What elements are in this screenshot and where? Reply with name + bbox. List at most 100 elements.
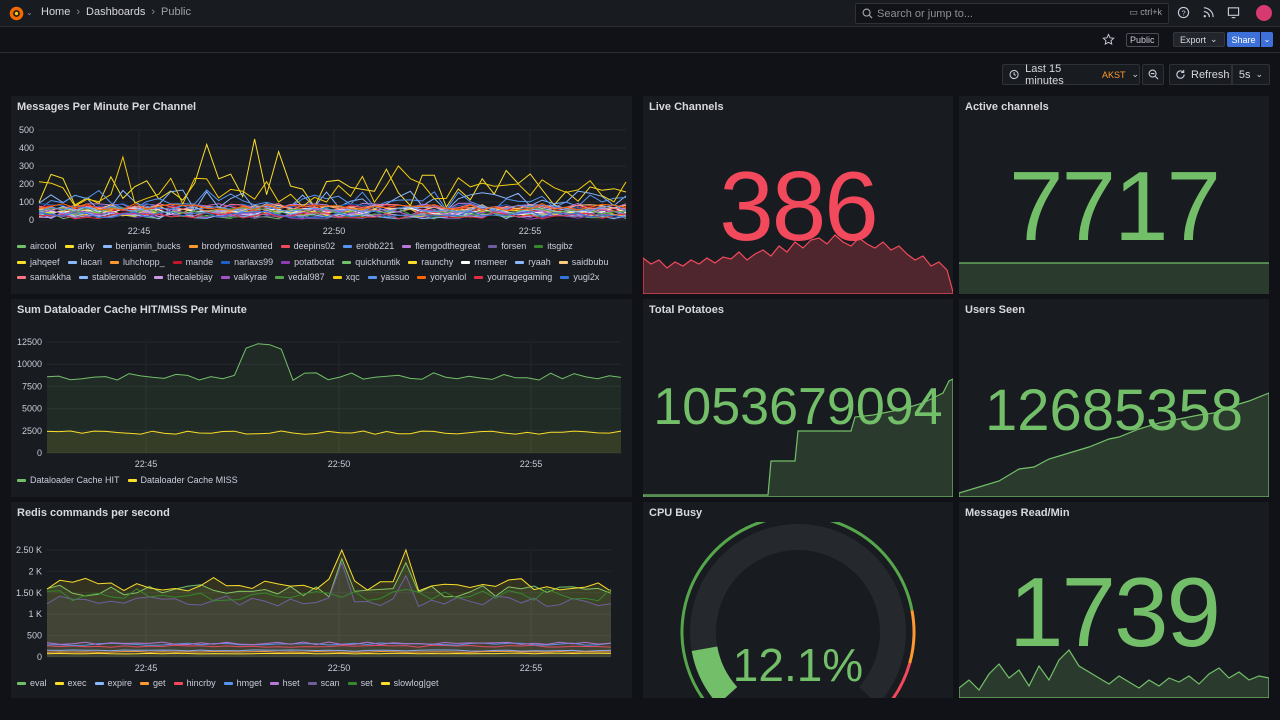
legend-item[interactable]: yoryanlol: [417, 270, 466, 286]
legend-item[interactable]: potatbotat: [281, 255, 334, 271]
legend-item[interactable]: xqc: [332, 270, 360, 286]
legend-item[interactable]: valkyrae: [220, 270, 267, 286]
panel-live-channels[interactable]: Live Channels 386: [643, 96, 953, 294]
legend-item[interactable]: hmget: [223, 676, 262, 692]
news-icon[interactable]: [1202, 6, 1215, 19]
display-icon[interactable]: [1227, 6, 1240, 19]
breadcrumb-home[interactable]: Home: [41, 6, 71, 18]
share-button[interactable]: Share: [1227, 32, 1260, 47]
time-range-picker[interactable]: Last 15 minutes AKST ⌄: [1002, 63, 1140, 87]
legend-item[interactable]: rnsmeer: [461, 255, 507, 271]
legend-item[interactable]: yassuo: [367, 270, 409, 286]
legend-item[interactable]: set: [347, 676, 373, 692]
y-tick-label: 1 K: [28, 609, 42, 619]
legend-item[interactable]: deepins02: [280, 239, 335, 255]
share-label: Share: [1231, 34, 1256, 45]
legend-item[interactable]: thecalebjay: [154, 270, 213, 286]
legend-item[interactable]: flemgodthegreat: [402, 239, 480, 255]
refresh-interval-picker[interactable]: 5s ⌄: [1232, 64, 1270, 85]
x-tick-label: 22:55: [520, 459, 543, 469]
panel-cpu-busy[interactable]: CPU Busy 12.1%: [643, 502, 953, 698]
export-button[interactable]: Export ⌄: [1173, 32, 1225, 47]
series-line[interactable]: [46, 588, 612, 602]
legend-item[interactable]: lacari: [67, 255, 102, 271]
y-tick-label: 1.50 K: [16, 588, 42, 598]
legend-item[interactable]: yourragegaming: [474, 270, 552, 286]
legend-item[interactable]: itsgibz: [534, 239, 573, 255]
legend-item[interactable]: quickhuntik: [342, 255, 400, 271]
legend-item[interactable]: luhchopp_: [110, 255, 165, 271]
panel-total-potatoes[interactable]: Total Potatoes 1053679094: [643, 299, 953, 497]
legend-item[interactable]: scan: [307, 676, 340, 692]
help-icon[interactable]: ?: [1177, 6, 1190, 19]
legend-item[interactable]: benjamin_bucks: [102, 239, 181, 255]
panel-redis-commands[interactable]: Redis commands per second 2.50 K 2 K 1.50 …: [11, 502, 632, 698]
legend-item[interactable]: erobb221: [343, 239, 394, 255]
refresh-button[interactable]: Refresh: [1169, 64, 1232, 85]
series-line[interactable]: [46, 641, 612, 646]
series-line[interactable]: [46, 430, 622, 435]
legend-item[interactable]: vedal987: [275, 270, 325, 286]
legend-item[interactable]: hincrby: [173, 676, 216, 692]
legend-item[interactable]: saidbubu: [558, 255, 608, 271]
zoom-out-button[interactable]: [1142, 64, 1164, 85]
series-line[interactable]: [38, 138, 627, 209]
legend-item[interactable]: slowlog|get: [380, 676, 439, 692]
cpu-busy-gauge: [680, 522, 916, 698]
grafana-logo-icon[interactable]: [8, 5, 25, 22]
legend-item[interactable]: Dataloader Cache HIT: [17, 473, 120, 489]
legend-item[interactable]: forsen: [488, 239, 526, 255]
panel-messages-per-minute[interactable]: Messages Per Minute Per Channel 500 400 30…: [11, 96, 632, 294]
legend-swatch: [220, 276, 230, 280]
dataloader-timeseries-chart[interactable]: 12500 10000 7500 5000 2500 0 22:45 22:50 22:55: [11, 329, 632, 473]
series-line[interactable]: [46, 650, 611, 653]
series-line[interactable]: [38, 202, 627, 212]
legend-item[interactable]: samukkha: [17, 270, 71, 286]
legend-item[interactable]: Dataloader Cache MISS: [127, 473, 238, 489]
legend-item[interactable]: yugi2x: [560, 270, 599, 286]
legend-item[interactable]: expire: [94, 676, 132, 692]
panel-messages-read[interactable]: Messages Read/Min 1739: [959, 502, 1269, 698]
legend-item[interactable]: exec: [54, 676, 87, 692]
legend-item[interactable]: arky: [64, 239, 95, 255]
series-line[interactable]: [46, 652, 612, 655]
redis-timeseries-chart[interactable]: 2.50 K 2 K 1.50 K 1 K 500 0 22:45 22:50 22:55: [11, 532, 632, 675]
series-line[interactable]: [38, 204, 627, 213]
series-line[interactable]: [38, 189, 627, 212]
legend-item[interactable]: mande: [172, 255, 213, 271]
chevron-down-icon[interactable]: ⌄: [26, 8, 33, 17]
legend-item[interactable]: get: [140, 676, 166, 692]
legend-item[interactable]: eval: [17, 676, 47, 692]
legend-item[interactable]: hset: [269, 676, 300, 692]
series-line[interactable]: [46, 649, 612, 652]
legend-item[interactable]: aircool: [17, 239, 57, 255]
series-line[interactable]: [46, 343, 622, 381]
series-line[interactable]: [38, 155, 627, 208]
series-line[interactable]: [38, 210, 627, 219]
legend-item[interactable]: brodymostwanted: [188, 239, 273, 255]
legend-swatch: [94, 682, 104, 686]
panel-dataloader-cache[interactable]: Sum Dataloader Cache HIT/MISS Per Minute…: [11, 299, 632, 497]
legend-item[interactable]: ryaah: [515, 255, 551, 271]
legend-item[interactable]: stableronaldo: [79, 270, 146, 286]
legend-item[interactable]: raunchy: [408, 255, 453, 271]
legend-item[interactable]: narlaxs99: [221, 255, 273, 271]
y-tick-label: 0: [29, 215, 34, 225]
star-icon[interactable]: [1102, 33, 1115, 46]
series-line[interactable]: [46, 548, 612, 592]
panel-users-seen[interactable]: Users Seen 12685358: [959, 299, 1269, 497]
x-tick-label: 22:55: [519, 226, 542, 236]
legend-swatch: [408, 260, 418, 264]
search-input[interactable]: Search or jump to... ▭ ctrl+k: [855, 3, 1169, 24]
legend-label: Dataloader Cache HIT: [30, 475, 120, 485]
legend-item[interactable]: jahqeef: [17, 255, 60, 271]
user-avatar[interactable]: [1256, 5, 1272, 21]
series-line[interactable]: [38, 207, 627, 216]
panel-active-channels[interactable]: Active channels 7717: [959, 96, 1269, 294]
breadcrumb-dashboards[interactable]: Dashboards: [86, 6, 146, 18]
redis-legend: eval exec expire get hincrby hmget hset scan set…: [17, 676, 627, 692]
share-dropdown-button[interactable]: ⌄: [1261, 32, 1273, 47]
series-line[interactable]: [46, 561, 612, 608]
series-line[interactable]: [46, 644, 612, 648]
messages-timeseries-chart[interactable]: 500 400 300 200 100 0 22:45 22:50 22:55: [11, 120, 632, 238]
